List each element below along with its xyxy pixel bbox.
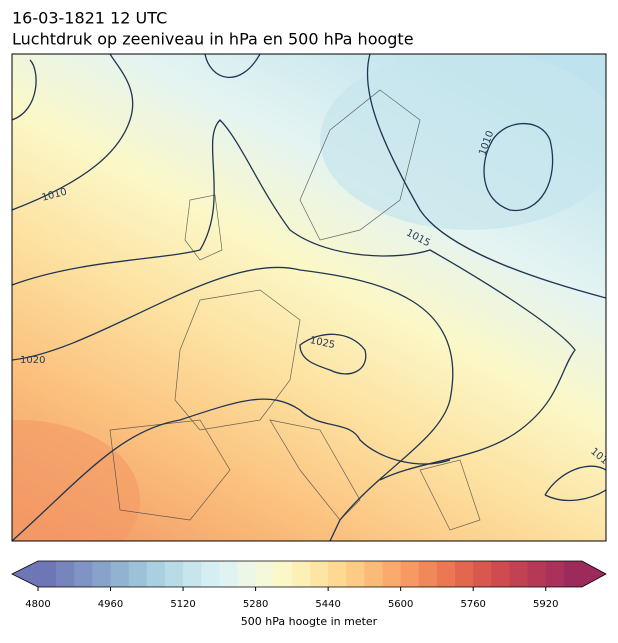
colorbar-segment (38, 561, 57, 587)
colorbar-segment (146, 561, 166, 587)
colorbar-segment (346, 561, 365, 587)
colorbar-segment (382, 561, 402, 587)
colorbar-segment (201, 561, 220, 587)
colorbar-segment (219, 561, 238, 587)
colorbar-segment (128, 561, 148, 587)
colorbar-tick-label: 5120 (170, 599, 195, 610)
colorbar-segment (563, 561, 583, 587)
colorbar-segment (436, 561, 456, 587)
colorbar-tick-label: 5600 (388, 599, 413, 610)
colorbar-segment (74, 561, 93, 587)
colorbar-segment (364, 561, 384, 587)
colorbar-tick-label: 4800 (25, 599, 50, 610)
colorbar-segment (491, 561, 510, 587)
colorbar-extend-low (12, 561, 38, 587)
colorbar-segment (56, 561, 75, 587)
colorbar-extend-high (582, 561, 606, 587)
colorbar-tick-label: 5280 (243, 599, 268, 610)
colorbar-segment (92, 561, 112, 587)
colorbar-segment (183, 561, 202, 587)
colorbar-tick-label: 5760 (460, 599, 485, 610)
colorbar: 4800 4960 5120 5280 5440 5600 5760 5920 (11, 560, 607, 610)
colorbar-tick-label: 5920 (533, 599, 558, 610)
colorbar-segment (400, 561, 420, 587)
map-frame (11, 53, 607, 542)
colorbar-segment (255, 561, 275, 587)
colorbar-segment (237, 561, 257, 587)
contour-label: 1020 (20, 355, 45, 366)
contour-label: 1025 (309, 335, 336, 351)
colorbar-segment (509, 561, 529, 587)
map: 1010 1015 1010 1020 1025 101 (12, 54, 606, 541)
map-title: Luchtdruk op zeeniveau in hPa en 500 hPa… (12, 30, 414, 49)
date-title: 16-03-1821 12 UTC (12, 9, 167, 28)
colorbar-segment (273, 561, 293, 587)
colorbar-tick-label: 5440 (315, 599, 340, 610)
colorbar-segment (455, 561, 474, 587)
colorbar-segment (527, 561, 547, 587)
colorbar-segment (418, 561, 438, 587)
colorbar-segment (164, 561, 184, 587)
colorbar-segment (545, 561, 565, 587)
colorbar-segment (110, 561, 130, 587)
colorbar-tick-label: 4960 (98, 599, 123, 610)
colorbar-segment (310, 561, 329, 587)
colorbar-segment (328, 561, 347, 587)
colorbar-segment (291, 561, 311, 587)
colorbar-label: 500 hPa hoogte in meter (241, 615, 378, 628)
colorbar-segment (473, 561, 492, 587)
